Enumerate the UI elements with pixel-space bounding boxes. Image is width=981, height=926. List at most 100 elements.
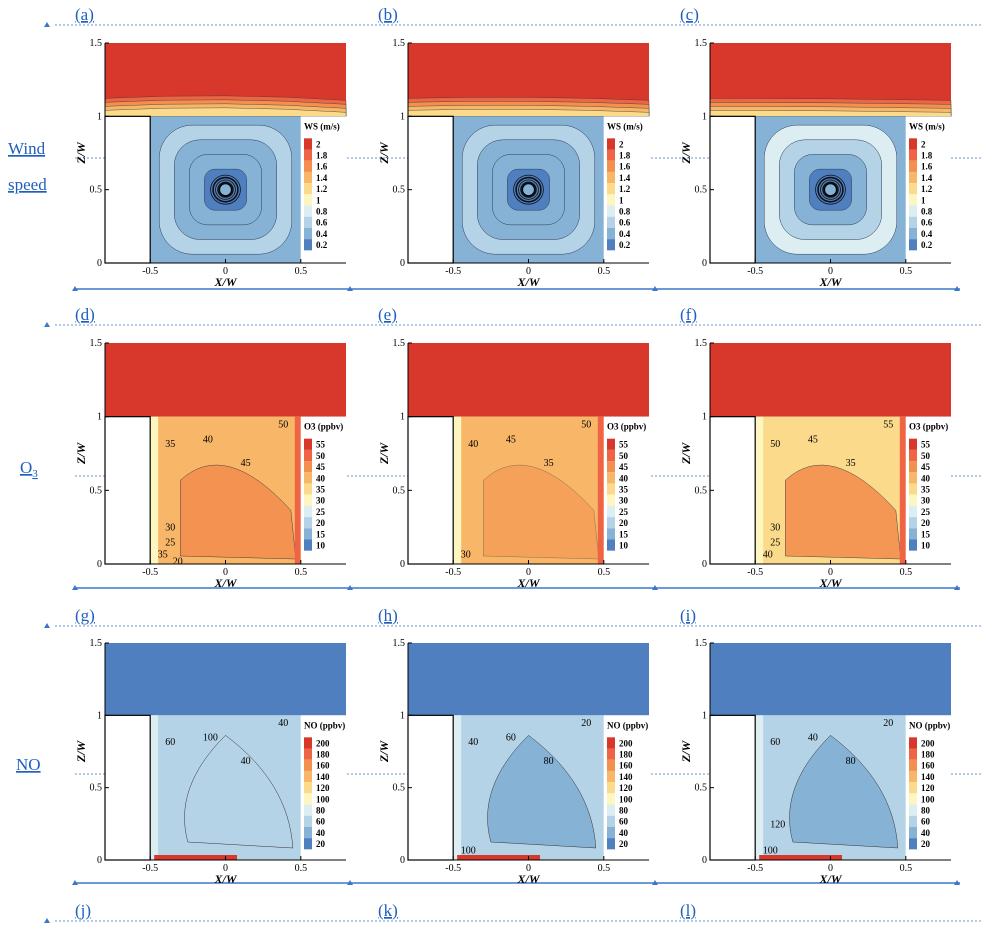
legend-swatch [607,205,615,217]
contour-label: 30 [461,549,471,560]
x-tick-label: -0.5 [142,567,158,578]
y-tick-label: 1.5 [695,638,708,649]
legend-swatch [607,804,615,816]
panel-label-i: (i) [680,606,696,625]
upwind-building [104,416,151,565]
legend-swatch [304,194,312,206]
legend-swatch [607,815,615,827]
upper-region-fill [710,343,951,417]
upper-region-fill [408,643,649,716]
legend-level-label: 20 [921,839,931,849]
legend-title: WS (m/s) [909,121,945,131]
contour-label: 60 [770,737,780,748]
x-tick-label: -0.5 [445,266,461,277]
upwind-building [407,416,454,565]
legend-level-label: 180 [316,750,330,760]
contour-label: 40 [203,434,213,445]
contour-label: 35 [158,549,168,560]
legend-level-label: 1.4 [619,173,631,183]
legend-level-label: 25 [619,507,629,517]
y-tick-label: 0.5 [90,485,103,496]
no-ground-source [457,855,541,860]
legend-level-label: 60 [619,817,629,827]
panel-label-c: (c) [680,5,699,24]
legend-level-label: 50 [316,451,326,461]
y-tick-label: 1 [400,412,405,423]
upwind-building [407,714,454,861]
legend-level-label: 45 [619,462,629,472]
legend-swatch [607,528,615,540]
legend-level-label: 100 [316,794,330,804]
x-axis-title: X/W [516,872,540,886]
legend-level-label: 30 [619,496,629,506]
legend-level-label: 55 [619,440,629,450]
legend-level-label: 35 [619,484,629,494]
legend-swatch [304,205,312,217]
y-tick-label: 1 [97,412,102,423]
legend-swatch [607,770,615,783]
legend-level-label: 35 [921,484,931,494]
row-label-wind: Wind [8,139,46,158]
legend-level-label: 0.4 [316,229,328,239]
legend-title: O3 (ppbv) [909,422,948,432]
legend-swatch [909,472,917,484]
x-tick-label: 0.5 [295,266,308,277]
legend-swatch [304,438,312,450]
legend-level-label: 40 [619,473,629,483]
legend-swatch [304,505,312,518]
legend-level-label: 25 [921,507,931,517]
upwind-building [407,115,454,264]
y-tick-label: 0.5 [393,485,406,496]
upper-region-fill [105,343,346,417]
legend-level-label: 60 [316,817,326,827]
contour-label: 40 [468,439,478,450]
legend-swatch [304,793,312,805]
legend-level-label: 140 [316,772,330,782]
x-tick-label: 0.5 [598,567,611,578]
legend-swatch [607,782,615,794]
legend-swatch [304,227,312,240]
legend-title: NO (ppbv) [607,720,648,730]
y-tick-label: 1.5 [695,38,708,49]
legend-level-label: 25 [316,507,326,517]
vortex-core-ring [520,181,537,198]
x-axis-title: X/W [818,576,842,590]
legend-level-label: 20 [619,839,629,849]
legend-swatch [909,517,917,529]
contour-label: 35 [846,458,856,469]
y-axis-title: Z/W [74,442,88,466]
legend-swatch [607,227,615,240]
legend-swatch [607,505,615,518]
no-leeward-band [755,715,764,860]
row-markers [44,22,960,923]
y-axis-title: Z/W [74,141,88,165]
contour-label: 40 [468,737,478,748]
y-axis-title: Z/W [679,141,693,165]
row-label-o3: O3 [20,458,38,480]
contour-label: 30 [165,523,175,534]
legend-swatch [607,494,615,506]
legend-level-label: 30 [921,496,931,506]
legend-swatch [304,804,312,816]
legend-level-label: 100 [619,794,633,804]
contour-label: 40 [763,549,773,560]
vortex-core-ring [822,181,839,198]
x-tick-label: 0 [828,567,833,578]
legend-level-label: 120 [921,783,935,793]
x-tick-label: 0 [828,863,833,874]
legend-swatch [909,759,917,771]
contour-label: 45 [808,434,818,445]
panel-label-d: (d) [75,305,95,324]
panel-labels: (a) (b) (c) (d) (e) (f) (g) (h) (i) (j) … [75,5,699,920]
legend-level-label: 0.2 [921,240,933,250]
contour-label: 20 [581,718,591,729]
legend-level-label: 0.2 [316,240,328,250]
contour-label: 20 [883,718,893,729]
legend-swatch [304,461,312,473]
legend-level-label: 140 [921,772,935,782]
legend-swatch [607,838,615,850]
legend-swatch [607,539,615,551]
legend-level-label: 1 [316,195,321,205]
